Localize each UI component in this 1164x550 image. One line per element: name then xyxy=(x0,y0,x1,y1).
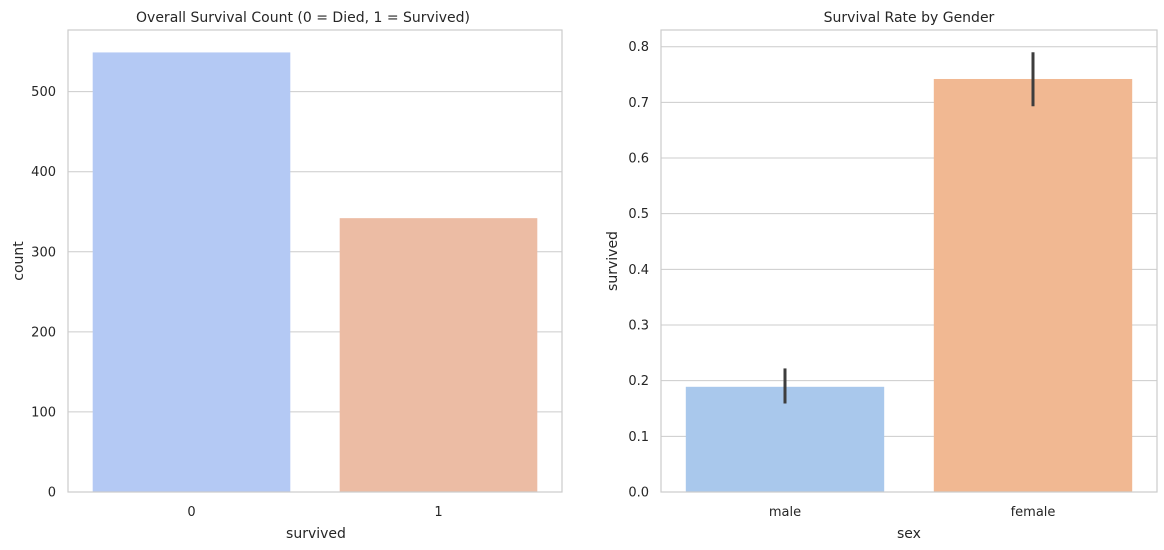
x-axis-label: sex xyxy=(897,526,921,542)
y-tick-label: 0.6 xyxy=(628,152,649,167)
y-tick-label: 0.0 xyxy=(628,486,649,501)
chart-title: Overall Survival Count (0 = Died, 1 = Su… xyxy=(136,10,470,26)
bar-1 xyxy=(339,218,538,493)
y-tick-label: 0.4 xyxy=(628,263,649,278)
y-tick-label: 0.7 xyxy=(628,96,649,111)
y-axis-label: survived xyxy=(605,231,621,291)
y-tick-label: 500 xyxy=(31,85,56,100)
rate-chart: Survival Rate by Gender sex survived 0.0… xyxy=(605,10,1158,542)
bar-female xyxy=(933,78,1133,493)
y-tick-label: 0.2 xyxy=(628,374,649,389)
plot-frame xyxy=(660,29,1158,493)
x-tick-label: 0 xyxy=(187,505,195,520)
y-tick-label: 0 xyxy=(48,486,56,501)
y-tick-label: 0.5 xyxy=(628,207,649,222)
chart-title: Survival Rate by Gender xyxy=(824,10,995,26)
x-tick-label: female xyxy=(1011,505,1056,520)
y-axis-label: count xyxy=(11,241,27,281)
bar-male xyxy=(685,386,885,492)
count-chart: Overall Survival Count (0 = Died, 1 = Su… xyxy=(11,10,563,542)
bar-0 xyxy=(92,52,291,493)
y-tick-label: 400 xyxy=(31,165,56,180)
y-tick-label: 0.3 xyxy=(628,319,649,334)
y-tick-label: 300 xyxy=(31,245,56,260)
y-tick-label: 200 xyxy=(31,325,56,340)
x-tick-label: male xyxy=(769,505,801,520)
y-tick-label: 0.8 xyxy=(628,40,649,55)
x-tick-label: 1 xyxy=(434,505,442,520)
plot-frame xyxy=(67,29,563,493)
y-tick-label: 100 xyxy=(31,405,56,420)
y-tick-label: 0.1 xyxy=(628,430,649,445)
x-axis-label: survived xyxy=(286,526,346,542)
